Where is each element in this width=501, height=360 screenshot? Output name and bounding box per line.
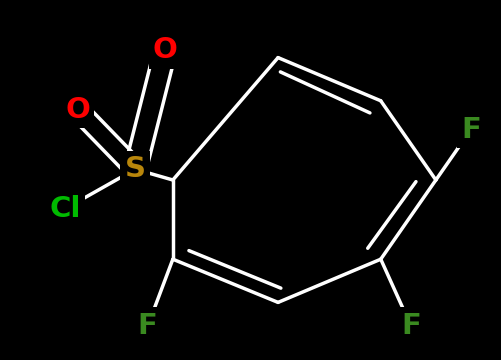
Text: F: F xyxy=(461,116,481,144)
Text: F: F xyxy=(401,312,421,340)
Text: S: S xyxy=(125,155,146,183)
Text: Cl: Cl xyxy=(50,195,81,223)
Text: O: O xyxy=(65,96,90,124)
Text: O: O xyxy=(153,36,178,64)
Text: F: F xyxy=(138,312,158,340)
